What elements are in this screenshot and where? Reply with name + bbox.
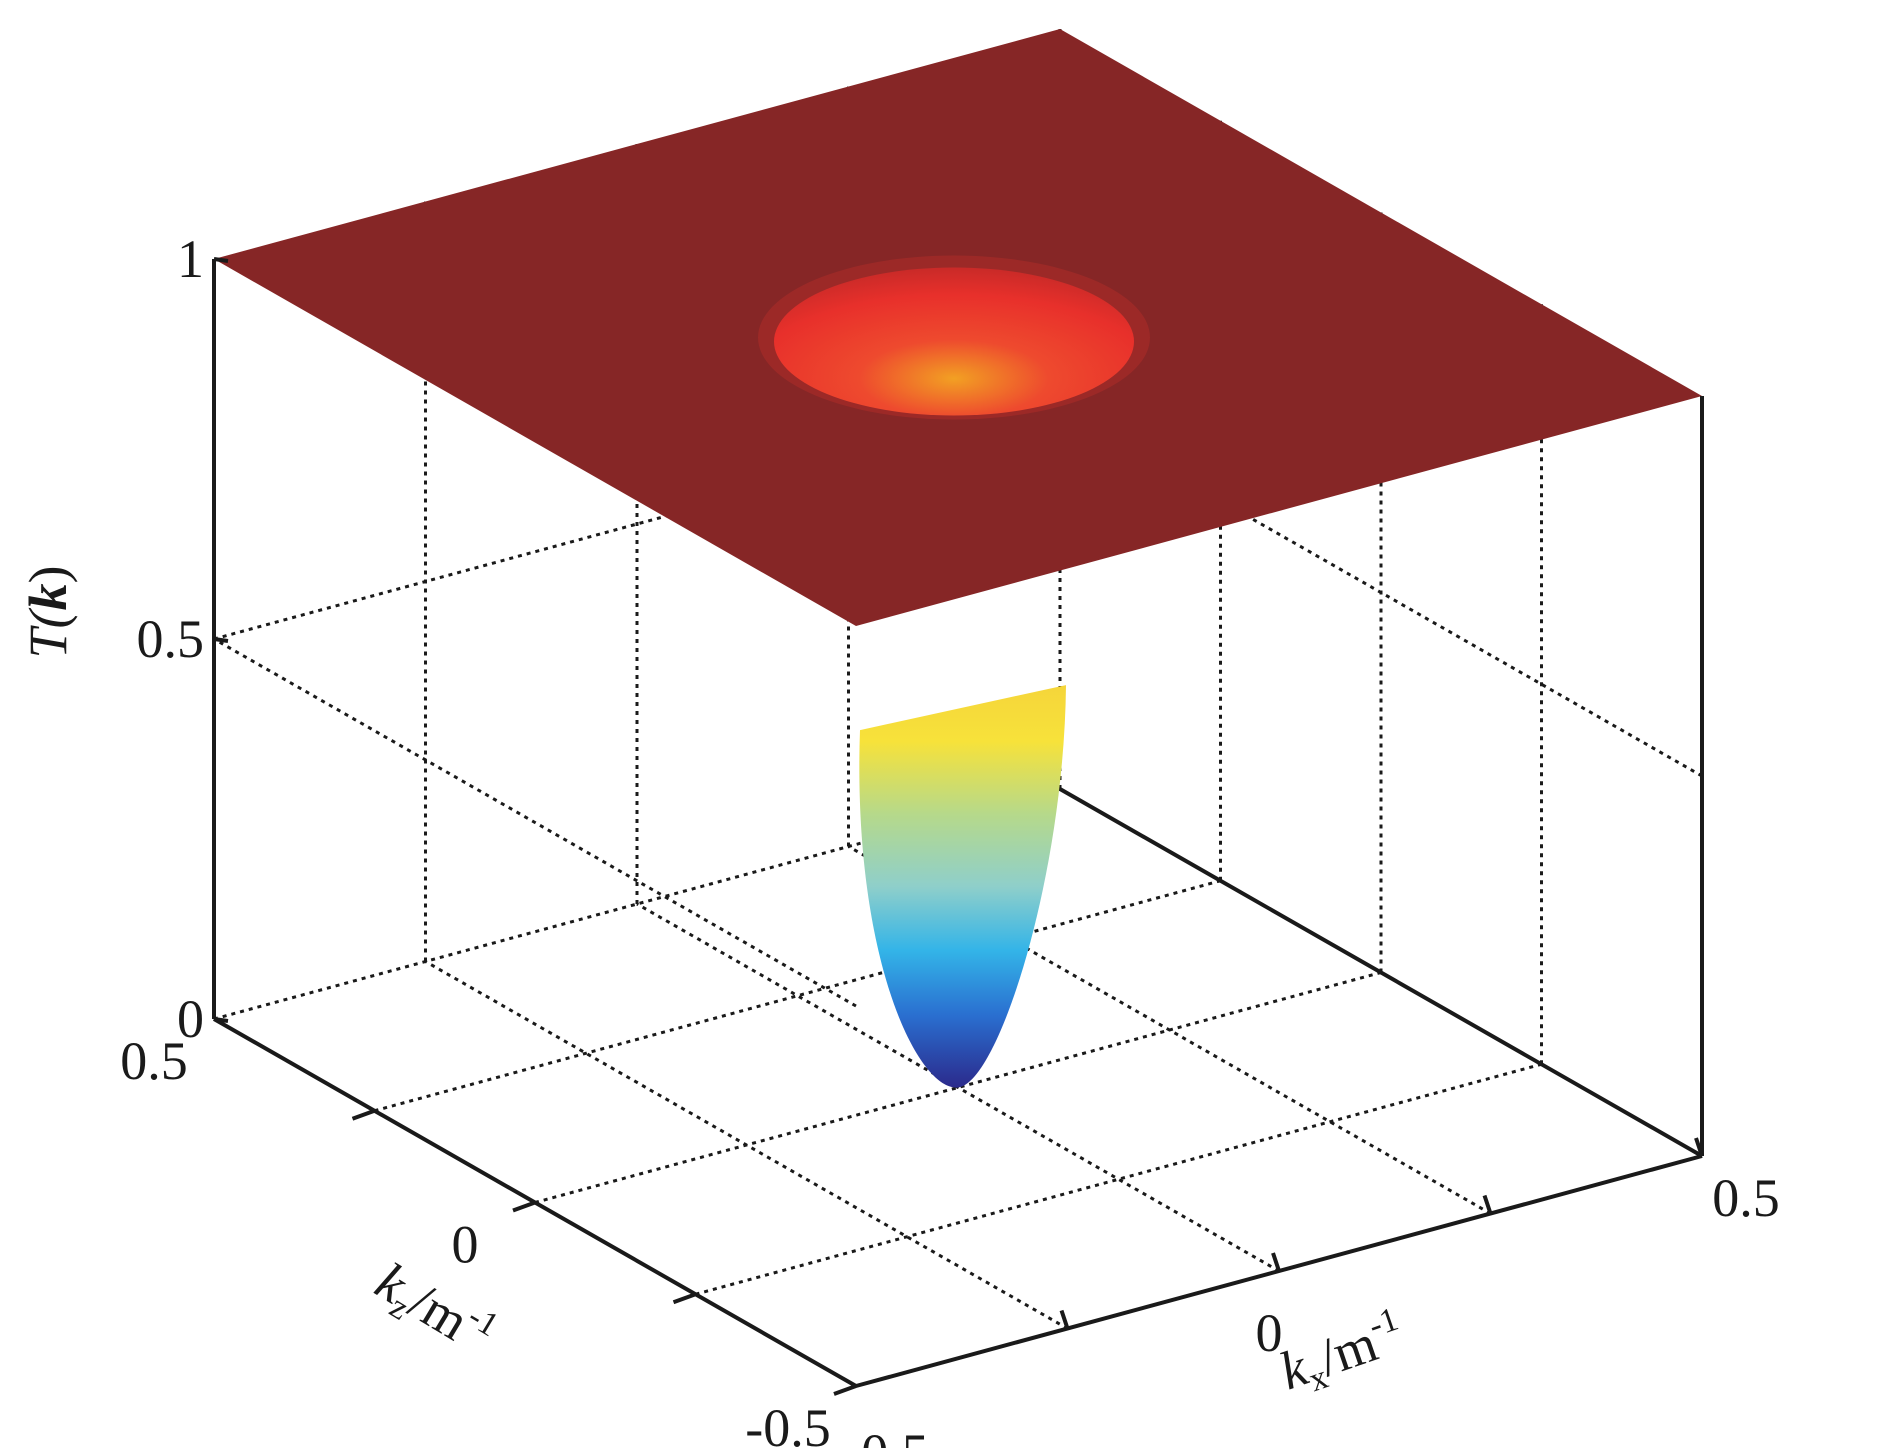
floor-grid-line [534,971,1382,1204]
kx-tick-label: 0.5 [1712,1168,1780,1228]
kx-tick-label: -0.5 [843,1423,928,1448]
z-tick [213,257,229,263]
right-wall-grid-line [1059,407,1703,778]
kz-tick-label: 0 [452,1215,479,1275]
kz-tick-label: 0.5 [120,1031,188,1091]
surface-well [859,685,1066,1088]
z-tick [213,637,229,643]
kz-tick [833,1384,857,1396]
z-tick-label: 0.5 [137,609,205,669]
z-tick-label: 0 [177,989,204,1049]
kz-tick [672,1292,697,1305]
kz-tick [512,1200,536,1213]
well-funnel [859,685,1066,1088]
kx-tick [1059,1309,1070,1330]
floor-grid-line [374,879,1221,1113]
floor-right-edge [1059,787,1703,1158]
floor-grid-line [695,1062,1542,1296]
z-axis-title: T(k) [18,566,78,659]
kx-tick-label: 0 [1256,1303,1283,1363]
z-tick-label: 1 [177,229,204,289]
kz-tick [351,1108,376,1121]
left-wall-grid-line [213,637,857,1008]
kx-tick [1271,1252,1281,1272]
kz-tick-label: -0.5 [745,1398,830,1448]
floor-grid-line [847,845,1492,1215]
well-opening [774,267,1134,416]
kz-axis-title: kz/m-1 [363,1248,505,1371]
axes [212,257,1704,1396]
z-tick [213,1017,229,1023]
kx-tick [1482,1194,1493,1215]
surface-plateau [214,29,1702,626]
kx-tick [1694,1137,1704,1157]
kx-axis-title: kx/m-1 [1271,1301,1413,1407]
